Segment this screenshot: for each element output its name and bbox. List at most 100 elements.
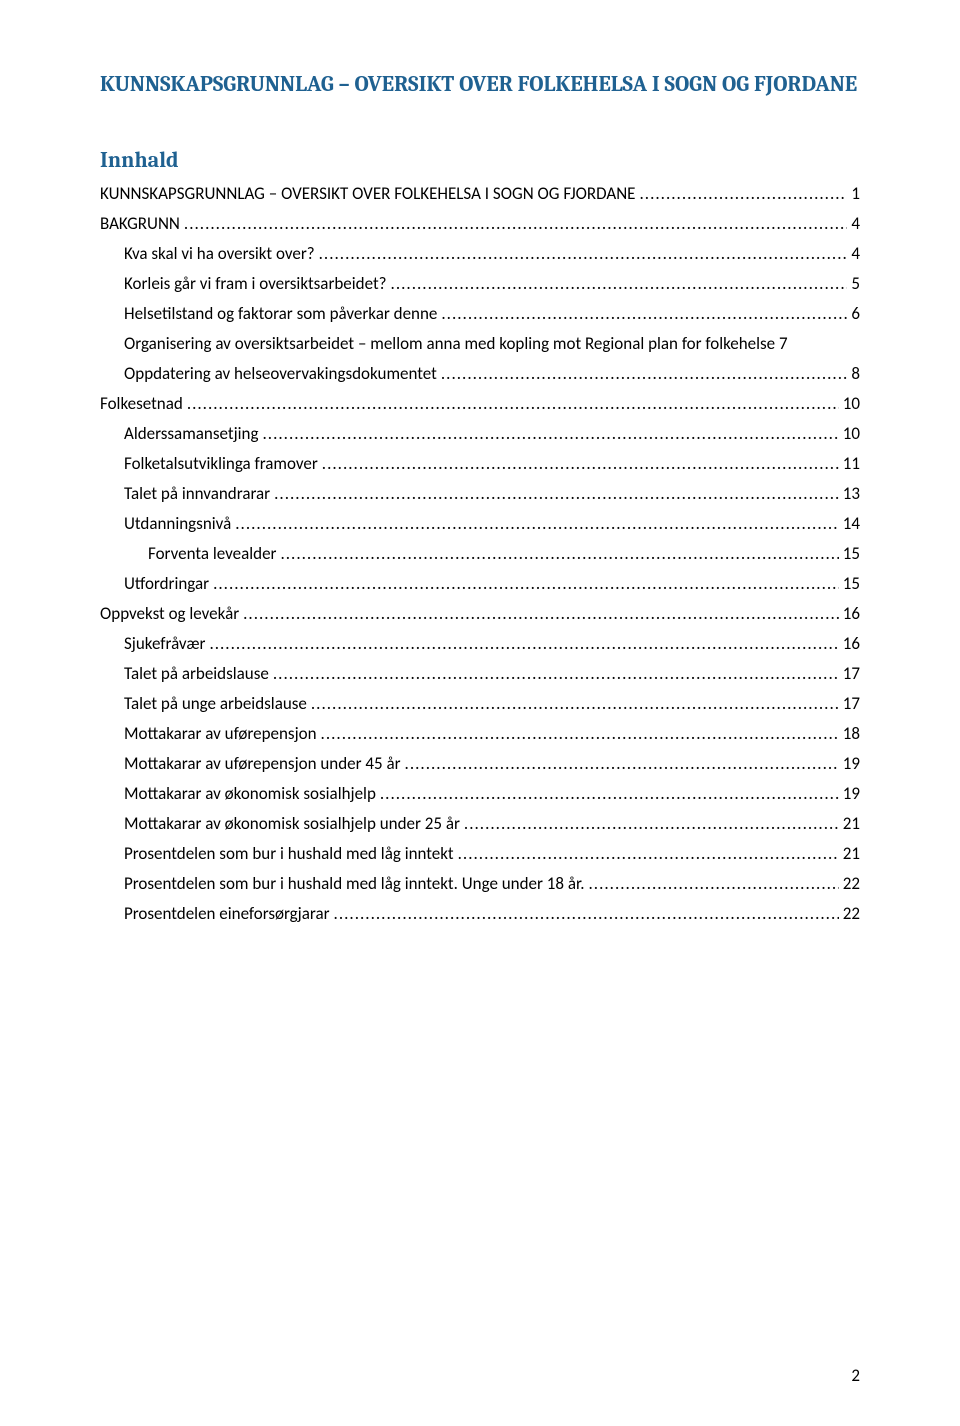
- toc-entry[interactable]: Folketalsutviklinga framover 11: [100, 453, 860, 474]
- toc-entry-page: 4: [851, 213, 860, 234]
- toc-entry[interactable]: Prosentdelen eineforsørgjarar 22: [100, 903, 860, 924]
- toc-entry-page: 6: [851, 303, 860, 324]
- toc-entry[interactable]: Oppvekst og levekår 16: [100, 603, 860, 624]
- toc-entry-page: 17: [843, 693, 860, 714]
- toc-entry[interactable]: Mottakarar av økonomisk sosialhjelp 19: [100, 783, 860, 804]
- toc-entry[interactable]: Utfordringar 15: [100, 573, 860, 594]
- toc-entry-label: KUNNSKAPSGRUNNLAG – OVERSIKT OVER FOLKEH…: [100, 183, 635, 204]
- table-of-contents: KUNNSKAPSGRUNNLAG – OVERSIKT OVER FOLKEH…: [100, 183, 860, 924]
- toc-leader-dots: [464, 813, 839, 834]
- toc-entry-label: Talet på unge arbeidslause: [124, 693, 307, 714]
- toc-entry-label: BAKGRUNN: [100, 213, 180, 234]
- toc-entry-page: 16: [843, 633, 860, 654]
- toc-entry-page: 15: [843, 543, 860, 564]
- toc-leader-dots: [235, 513, 839, 534]
- toc-entry-label: Utdanningsnivå: [124, 513, 231, 534]
- toc-entry-page: 10: [843, 423, 860, 444]
- toc-heading: Innhald: [100, 147, 860, 173]
- toc-entry[interactable]: BAKGRUNN 4: [100, 213, 860, 234]
- toc-entry-label: Oppvekst og levekår: [100, 603, 239, 624]
- toc-entry-page: 22: [843, 903, 860, 924]
- toc-entry-label: Prosentdelen eineforsørgjarar: [124, 903, 330, 924]
- toc-leader-dots: [321, 723, 839, 744]
- toc-entry-label: Mottakarar av økonomisk sosialhjelp: [124, 783, 376, 804]
- toc-entry[interactable]: Mottakarar av uførepensjon 18: [100, 723, 860, 744]
- toc-entry-label: Helsetilstand og faktorar som påverkar d…: [124, 303, 437, 324]
- toc-entry-page: 21: [843, 843, 860, 864]
- toc-entry[interactable]: Kva skal vi ha oversikt over? 4: [100, 243, 860, 264]
- toc-leader-dots: [319, 243, 848, 264]
- toc-entry-page: 16: [843, 603, 860, 624]
- toc-leader-dots: [322, 453, 839, 474]
- toc-entry-label: Kva skal vi ha oversikt over?: [124, 243, 315, 264]
- toc-entry[interactable]: Mottakarar av uførepensjon under 45 år 1…: [100, 753, 860, 774]
- toc-entry-label: Forventa levealder: [148, 543, 276, 564]
- toc-entry[interactable]: Korleis går vi fram i oversiktsarbeidet?…: [100, 273, 860, 294]
- toc-entry-page: 19: [843, 753, 860, 774]
- toc-entry[interactable]: Talet på arbeidslause 17: [100, 663, 860, 684]
- toc-entry[interactable]: KUNNSKAPSGRUNNLAG – OVERSIKT OVER FOLKEH…: [100, 183, 860, 204]
- toc-leader-dots: [391, 273, 848, 294]
- toc-entry-label: Utfordringar: [124, 573, 209, 594]
- toc-entry-page: 13: [843, 483, 860, 504]
- toc-entry-label: Folkesetnad: [100, 393, 183, 414]
- toc-entry-page: 18: [843, 723, 860, 744]
- toc-leader-dots: [273, 663, 839, 684]
- toc-entry-label: Organisering av oversiktsarbeidet – mell…: [124, 333, 788, 354]
- toc-entry-page: 21: [843, 813, 860, 834]
- toc-leader-dots: [458, 843, 839, 864]
- toc-leader-dots: [243, 603, 839, 624]
- toc-entry-page: 10: [843, 393, 860, 414]
- toc-entry-label: Talet på arbeidslause: [124, 663, 269, 684]
- toc-leader-dots: [334, 903, 839, 924]
- toc-entry[interactable]: Folkesetnad 10: [100, 393, 860, 414]
- page-number-footer: 2: [851, 1365, 860, 1386]
- toc-entry[interactable]: Helsetilstand og faktorar som påverkar d…: [100, 303, 860, 324]
- toc-entry-label: Mottakarar av uførepensjon under 45 år: [124, 753, 401, 774]
- toc-leader-dots: [274, 483, 839, 504]
- toc-entry[interactable]: Alderssamansetjing 10: [100, 423, 860, 444]
- toc-entry-label: Prosentdelen som bur i hushald med låg i…: [124, 843, 454, 864]
- toc-leader-dots: [213, 573, 839, 594]
- toc-entry-label: Mottakarar av uførepensjon: [124, 723, 317, 744]
- toc-leader-dots: [262, 423, 838, 444]
- toc-entry[interactable]: Prosentdelen som bur i hushald med låg i…: [100, 873, 860, 894]
- toc-entry-page: 11: [843, 453, 860, 474]
- toc-entry-page: 14: [843, 513, 860, 534]
- toc-entry-label: Sjukefråvær: [124, 633, 205, 654]
- toc-entry-page: 4: [851, 243, 860, 264]
- toc-leader-dots: [639, 183, 847, 204]
- toc-entry-page: 1: [851, 183, 860, 204]
- toc-leader-dots: [441, 303, 847, 324]
- toc-entry[interactable]: Sjukefråvær 16: [100, 633, 860, 654]
- toc-entry-label: Talet på innvandrarar: [124, 483, 270, 504]
- toc-entry[interactable]: Talet på innvandrarar 13: [100, 483, 860, 504]
- toc-entry-page: 5: [851, 273, 860, 294]
- toc-entry-page: 17: [843, 663, 860, 684]
- toc-leader-dots: [184, 213, 847, 234]
- toc-leader-dots: [441, 363, 848, 384]
- toc-leader-dots: [280, 543, 838, 564]
- toc-leader-dots: [187, 393, 839, 414]
- toc-leader-dots: [209, 633, 838, 654]
- toc-entry-page: 15: [843, 573, 860, 594]
- toc-entry-page: 19: [843, 783, 860, 804]
- toc-entry-page: 8: [851, 363, 860, 384]
- toc-entry[interactable]: Talet på unge arbeidslause 17: [100, 693, 860, 714]
- toc-leader-dots: [380, 783, 839, 804]
- toc-entry-label: Oppdatering av helseovervakingsdokumente…: [124, 363, 437, 384]
- toc-entry[interactable]: Mottakarar av økonomisk sosialhjelp unde…: [100, 813, 860, 834]
- toc-entry-label: Prosentdelen som bur i hushald med låg i…: [124, 873, 585, 894]
- toc-leader-dots: [311, 693, 839, 714]
- toc-entry[interactable]: Organisering av oversiktsarbeidet – mell…: [100, 333, 860, 354]
- toc-leader-dots: [589, 873, 839, 894]
- toc-entry[interactable]: Prosentdelen som bur i hushald med låg i…: [100, 843, 860, 864]
- toc-entry[interactable]: Oppdatering av helseovervakingsdokumente…: [100, 363, 860, 384]
- toc-entry-label: Folketalsutviklinga framover: [124, 453, 318, 474]
- toc-entry-page: 22: [843, 873, 860, 894]
- toc-entry[interactable]: Utdanningsnivå 14: [100, 513, 860, 534]
- toc-entry-label: Mottakarar av økonomisk sosialhjelp unde…: [124, 813, 460, 834]
- toc-entry[interactable]: Forventa levealder 15: [100, 543, 860, 564]
- toc-entry-label: Alderssamansetjing: [124, 423, 258, 444]
- toc-leader-dots: [405, 753, 839, 774]
